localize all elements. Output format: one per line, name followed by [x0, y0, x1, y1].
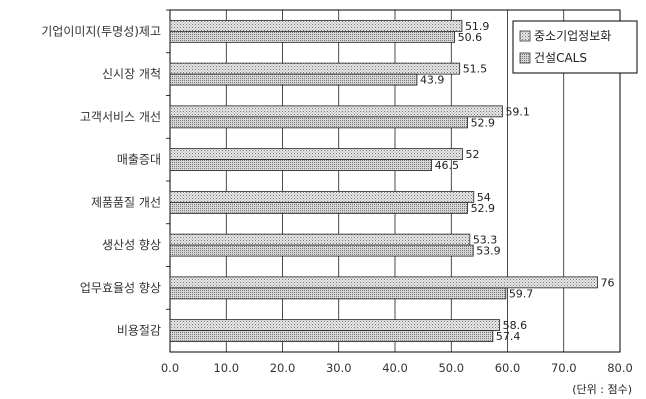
data-label-series-2: 52.9	[471, 116, 496, 129]
data-label-series-2: 57.4	[496, 330, 521, 343]
bar-series-1	[169, 148, 463, 161]
data-label-series-1: 51.5	[463, 63, 488, 76]
bar-series-2	[169, 73, 418, 86]
x-tick-label: 10.0	[213, 361, 239, 375]
data-label-series-2: 52.9	[471, 202, 496, 215]
category-label: 비용절감	[117, 324, 161, 338]
x-tick-label: 70.0	[551, 361, 577, 375]
bar-series-1	[169, 233, 471, 246]
bar-series-1	[169, 105, 503, 118]
category-label: 신시장 개척	[102, 67, 161, 81]
x-tick-label: 20.0	[270, 361, 296, 375]
category-label: 기업이미지(투명성)제고	[41, 24, 161, 38]
x-tick-label: 80.0	[607, 361, 633, 375]
legend-box	[512, 20, 638, 74]
data-label-series-2: 59.7	[509, 287, 534, 300]
bar-series-2	[169, 30, 456, 43]
bar-series-1	[169, 19, 463, 32]
bar-series-1	[169, 62, 461, 75]
category-label: 업무효율성 향상	[80, 281, 161, 295]
x-tick-label: 0.0	[161, 361, 179, 375]
category-label: 제품품질 개선	[91, 195, 161, 209]
category-label: 생산성 향상	[102, 238, 161, 252]
data-label-series-1: 51.9	[465, 20, 490, 33]
data-label-series-1: 53.3	[473, 234, 498, 247]
data-label-series-1: 52	[466, 148, 480, 161]
bar-series-2	[169, 201, 468, 214]
category-label: 매출증대	[117, 153, 161, 167]
legend-swatch-series-2	[519, 52, 531, 64]
x-tick-label: 50.0	[438, 361, 464, 375]
data-label-series-1: 54	[477, 191, 491, 204]
data-label-series-2: 43.9	[420, 74, 445, 87]
bar-series-2	[169, 287, 507, 300]
legend-label-series-1: 중소기업정보화	[534, 29, 611, 43]
bar-series-2	[169, 244, 474, 257]
legend-label-series-2: 건설CALS	[534, 51, 587, 65]
bars	[169, 19, 598, 343]
x-tick-label: 60.0	[495, 361, 521, 375]
value-labels: 51.950.651.543.959.152.95246.55452.953.3…	[420, 20, 615, 343]
x-tick-label: 40.0	[382, 361, 408, 375]
x-tick-label: 30.0	[326, 361, 352, 375]
legend-swatch-series-1	[519, 30, 531, 42]
bar-series-2	[169, 159, 432, 172]
x-axis-ticks: 0.0 10.0 20.0 30.0 40.0 50.0 60.0 70.0 80.0	[161, 9, 633, 375]
category-label: 고객서비스 개선	[80, 110, 161, 124]
data-label-series-2: 53.9	[476, 245, 501, 258]
data-label-series-2: 46.5	[435, 159, 460, 172]
data-label-series-1: 58.6	[503, 319, 528, 332]
bar-series-1	[169, 276, 598, 289]
bar-series-1	[169, 190, 475, 203]
legend: 중소기업정보화 건설CALS	[512, 20, 638, 74]
data-label-series-1: 59.1	[505, 105, 530, 118]
bar-series-1	[169, 319, 501, 332]
bar-series-2	[169, 330, 494, 343]
data-label-series-1: 76	[601, 276, 615, 289]
bar-series-2	[169, 116, 468, 129]
unit-note: (단위 : 점수)	[572, 383, 632, 396]
data-label-series-2: 50.6	[458, 31, 483, 44]
